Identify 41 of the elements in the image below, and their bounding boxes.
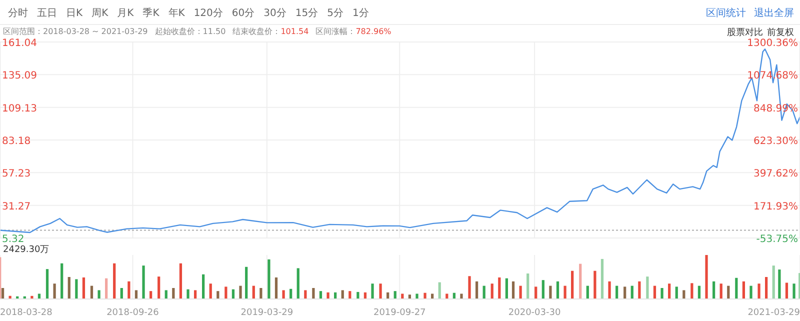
y2-tick-label: 171.93% — [754, 201, 798, 212]
y2-tick-label: 1300.36% — [747, 38, 798, 49]
text: 1分 — [352, 7, 369, 20]
x-tick-label: 2018-09-26 — [106, 308, 160, 318]
text: 区间涨幅：782.96% — [316, 27, 392, 36]
text: 五日 — [37, 7, 57, 20]
y2-tick-label: 623.30% — [754, 136, 798, 147]
text: 区间范围：2018-03-28 ~ 2021-03-29 — [3, 27, 148, 36]
text: 区间统计 — [706, 6, 746, 20]
text: 120分 — [194, 7, 223, 20]
x-tick-label: 2021-03-29 — [748, 308, 800, 318]
text: 30分 — [264, 7, 286, 20]
text: 日K — [66, 7, 83, 20]
text: 分时 — [8, 6, 28, 20]
text: 股票对比 — [727, 26, 763, 38]
y-tick-label: 135.09 — [2, 70, 37, 82]
x-tick-label: 2018-03-28 — [0, 308, 53, 318]
x-tick-label: 2020-03-30 — [508, 308, 561, 318]
y-tick-label: 57.23 — [2, 168, 31, 180]
y-tick-label: 5.32 — [2, 234, 24, 245]
text: 退出全屏 — [754, 6, 794, 20]
text: 结束收盘价：101.54 — [232, 27, 309, 36]
text: 季K — [142, 6, 160, 20]
text: 15分 — [295, 7, 318, 20]
y-tick-label: 109.13 — [2, 103, 37, 114]
line-series — [0, 48, 800, 234]
text: 60分 — [232, 7, 255, 20]
text: 起始收盘价：11.50 — [154, 27, 226, 36]
y-tick-label: 161.04 — [2, 38, 37, 49]
y-tick-label: 31.27 — [2, 201, 31, 212]
x-tick-label: 2019-09-27 — [373, 308, 426, 318]
annotation: 2429.30万 — [3, 244, 50, 256]
text: 年K — [168, 7, 185, 20]
y2-tick-label: -53.75% — [756, 234, 798, 245]
y-tick-label: 83.18 — [2, 136, 31, 147]
y2-tick-label: 397.62% — [754, 168, 798, 180]
text: 5分 — [327, 7, 344, 20]
text: 前复权 — [767, 26, 794, 38]
x-tick-label: 2019-03-29 — [240, 308, 294, 318]
text: 月K — [117, 7, 134, 20]
text: 周K — [92, 7, 108, 20]
